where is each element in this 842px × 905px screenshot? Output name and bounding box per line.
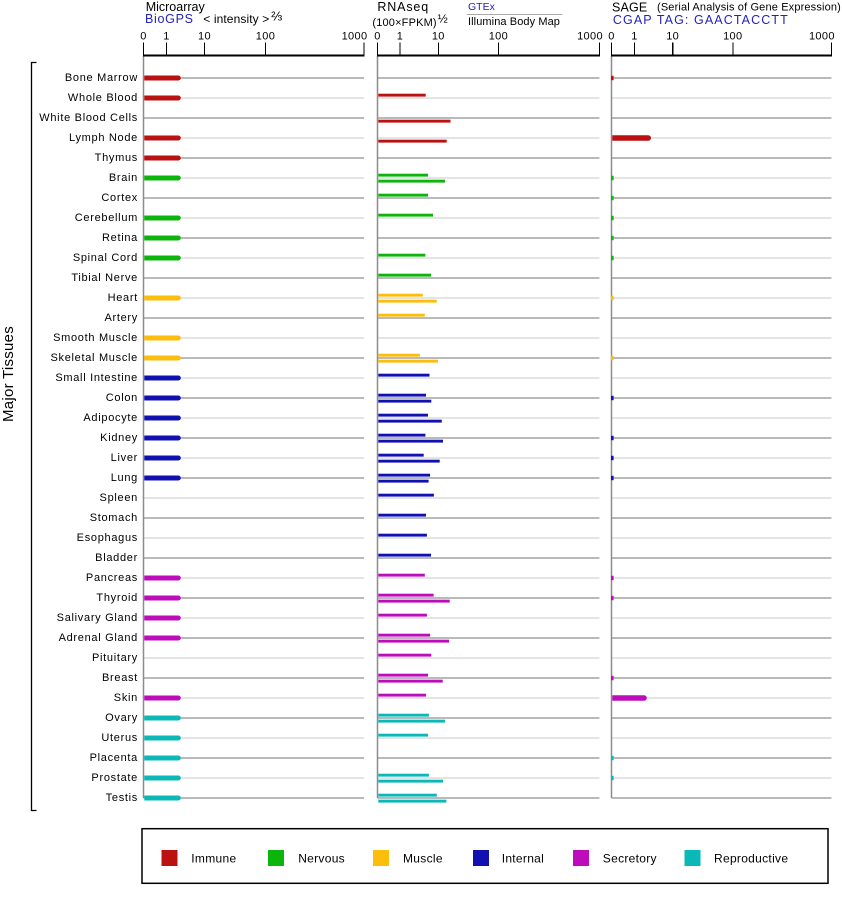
- svg-text:Testis: Testis: [106, 792, 138, 804]
- svg-text:White Blood Cells: White Blood Cells: [39, 112, 138, 124]
- svg-text:(Serial Analysis of Gene Expre: (Serial Analysis of Gene Expression): [657, 2, 841, 14]
- svg-text:Major Tissues: Major Tissues: [0, 326, 17, 422]
- svg-text:Secretory: Secretory: [603, 852, 657, 866]
- svg-text:100: 100: [256, 31, 275, 43]
- svg-text:Bone Marrow: Bone Marrow: [65, 72, 138, 84]
- svg-text:1000: 1000: [577, 31, 603, 43]
- svg-text:Immune: Immune: [191, 852, 236, 866]
- svg-text:Artery: Artery: [104, 312, 138, 324]
- svg-text:Brain: Brain: [109, 172, 138, 184]
- svg-text:100: 100: [723, 31, 742, 43]
- svg-text:Spinal Cord: Spinal Cord: [73, 252, 138, 264]
- svg-text:0: 0: [140, 31, 146, 43]
- svg-text:⅔: ⅔: [271, 8, 282, 23]
- svg-text:Muscle: Muscle: [403, 852, 443, 866]
- svg-text:CGAP TAG: GAACTACCTT: CGAP TAG: GAACTACCTT: [613, 13, 789, 27]
- svg-text:Reproductive: Reproductive: [714, 852, 788, 866]
- svg-text:0: 0: [608, 31, 614, 43]
- svg-text:Heart: Heart: [108, 292, 138, 304]
- svg-text:1: 1: [163, 31, 169, 43]
- svg-text:Whole Blood: Whole Blood: [68, 92, 138, 104]
- svg-text:Bladder: Bladder: [95, 552, 138, 564]
- svg-text:0: 0: [374, 31, 380, 43]
- svg-text:Small Intestine: Small Intestine: [55, 372, 138, 384]
- svg-text:Thymus: Thymus: [95, 152, 138, 164]
- svg-text:Tibial Nerve: Tibial Nerve: [71, 272, 138, 284]
- svg-text:Cortex: Cortex: [101, 192, 138, 204]
- svg-text:Skin: Skin: [114, 692, 138, 704]
- svg-text:10: 10: [432, 31, 445, 43]
- svg-text:Uterus: Uterus: [101, 732, 138, 744]
- svg-text:Nervous: Nervous: [298, 852, 345, 866]
- svg-text:(100×FPKM): (100×FPKM): [372, 17, 436, 29]
- svg-text:Microarray: Microarray: [146, 0, 206, 14]
- svg-text:Spleen: Spleen: [100, 492, 138, 504]
- svg-text:1: 1: [631, 31, 637, 43]
- svg-text:Placenta: Placenta: [90, 752, 139, 764]
- svg-text:Adrenal Gland: Adrenal Gland: [59, 632, 138, 644]
- svg-text:Pituitary: Pituitary: [92, 652, 138, 664]
- svg-text:Internal: Internal: [502, 852, 544, 866]
- svg-text:Salivary Gland: Salivary Gland: [57, 612, 138, 624]
- svg-text:Thyroid: Thyroid: [96, 592, 138, 604]
- svg-text:Illumina Body Map: Illumina Body Map: [468, 16, 560, 28]
- svg-text:100: 100: [489, 31, 508, 43]
- svg-text:Kidney: Kidney: [100, 432, 138, 444]
- svg-text:Cerebellum: Cerebellum: [75, 212, 138, 224]
- svg-text:GTEx: GTEx: [468, 1, 496, 13]
- svg-text:Colon: Colon: [106, 392, 138, 404]
- svg-text:RNAseq: RNAseq: [377, 0, 429, 14]
- svg-text:Prostate: Prostate: [91, 772, 138, 784]
- svg-text:Lung: Lung: [111, 472, 138, 484]
- svg-text:Breast: Breast: [102, 672, 138, 684]
- svg-text:Adipocyte: Adipocyte: [83, 412, 138, 424]
- svg-text:BioGPS: BioGPS: [145, 12, 194, 26]
- svg-text:1000: 1000: [809, 31, 835, 43]
- svg-text:Liver: Liver: [111, 452, 138, 464]
- svg-text:Ovary: Ovary: [105, 712, 138, 724]
- svg-text:Skeletal Muscle: Skeletal Muscle: [50, 352, 138, 364]
- svg-text:½: ½: [438, 12, 448, 26]
- svg-text:Smooth Muscle: Smooth Muscle: [53, 332, 138, 344]
- svg-text:SAGE: SAGE: [612, 0, 647, 14]
- svg-text:10: 10: [666, 31, 679, 43]
- svg-text:Pancreas: Pancreas: [86, 572, 138, 584]
- svg-text:< intensity >: < intensity >: [203, 12, 269, 26]
- svg-text:10: 10: [198, 31, 211, 43]
- svg-text:Esophagus: Esophagus: [77, 532, 138, 544]
- svg-text:Stomach: Stomach: [90, 512, 138, 524]
- svg-text:1: 1: [397, 31, 403, 43]
- svg-text:Lymph Node: Lymph Node: [69, 132, 138, 144]
- svg-text:Retina: Retina: [102, 232, 138, 244]
- svg-text:1000: 1000: [342, 31, 368, 43]
